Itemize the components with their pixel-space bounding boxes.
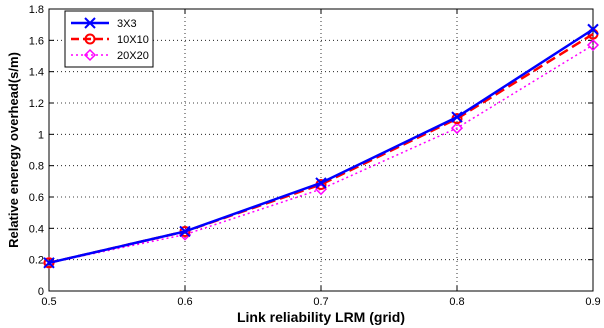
legend: 3X3 10X10 20X20 (64, 10, 154, 68)
legend-item: 10X10 (71, 33, 149, 46)
marker-stroke (179, 225, 191, 238)
y-axis-title: Relative eneregy overhead(s/m) (6, 52, 21, 248)
y-tick-label: 0.8 (29, 161, 44, 173)
series-layer (42, 23, 600, 269)
y-tick-label: 0.6 (29, 192, 44, 204)
data-point (43, 257, 55, 269)
data-point (315, 177, 327, 189)
legend-label: 10X10 (117, 34, 149, 46)
marker-stroke (315, 177, 327, 189)
y-tick-label: 1.8 (29, 4, 44, 16)
x-tick-label: 0.9 (585, 296, 600, 308)
legend-swatch-marker (84, 17, 96, 29)
y-tick-label: 1.4 (29, 67, 44, 79)
x-axis-title: Link reliability LRM (grid) (237, 309, 405, 325)
legend-swatch-marker (83, 48, 97, 62)
y-tick-label: 1 (38, 129, 44, 141)
x-tick-label: 0.8 (449, 296, 464, 308)
x-tick-label: 0.5 (41, 296, 56, 308)
marker-stroke (43, 257, 55, 269)
x-tick-label: 0.6 (177, 296, 192, 308)
data-point (586, 38, 600, 52)
series-3X3 (43, 23, 599, 269)
y-tick-label: 0.2 (29, 255, 44, 267)
legend-label: 3X3 (117, 18, 137, 30)
axis-ticks: 0.5 0.6 0.7 0.8 0.9 0 0.2 0.4 0.6 0.8 1 1.2 1.4 1.6 1.… (29, 4, 601, 308)
legend-label: 20X20 (117, 50, 149, 62)
grid-lines (49, 9, 593, 291)
data-point (451, 111, 463, 123)
legend-item: 3X3 (71, 17, 137, 30)
data-point (179, 225, 191, 238)
legend-item: 20X20 (71, 48, 149, 62)
x-tick-label: 0.7 (313, 296, 328, 308)
y-tick-label: 1.6 (29, 35, 44, 47)
y-tick-label: 0.4 (29, 223, 44, 235)
y-tick-label: 0 (38, 286, 44, 298)
data-point (587, 23, 599, 36)
legend-swatch-marker (84, 33, 96, 45)
marker-stroke (587, 23, 599, 36)
marker-stroke (451, 111, 463, 123)
data-point (450, 122, 464, 135)
y-tick-label: 1.2 (29, 98, 44, 110)
marker-stroke (84, 17, 96, 29)
